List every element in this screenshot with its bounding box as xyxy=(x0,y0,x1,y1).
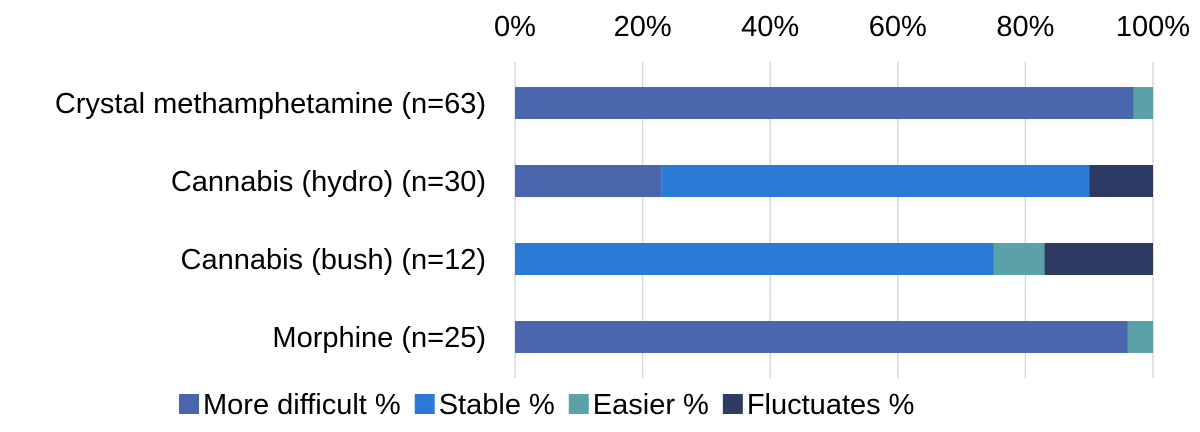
bar-segment xyxy=(515,87,1134,119)
bar-segment xyxy=(515,321,1128,353)
legend: More difficult % Stable % Easier % Fluctuat… xyxy=(179,389,914,421)
bar-segment xyxy=(1133,87,1153,119)
x-tick-label: 40% xyxy=(741,11,799,43)
category-labels: Crystal methamphetamine (n=63) Cannabis (… xyxy=(55,88,486,354)
x-axis-ticks: 0% 20% 40% 60% 80% 100% xyxy=(494,11,1190,43)
x-tick-label: 80% xyxy=(996,11,1054,43)
legend-swatch xyxy=(179,394,199,414)
legend-swatch xyxy=(568,394,589,414)
bars xyxy=(515,87,1153,353)
x-tick-label: 60% xyxy=(869,11,927,43)
x-tick-label: 20% xyxy=(614,11,672,43)
category-label: Crystal methamphetamine (n=63) xyxy=(55,88,486,120)
legend-label: Fluctuates % xyxy=(747,389,915,421)
bar-segment xyxy=(1127,321,1153,353)
category-label: Morphine (n=25) xyxy=(272,322,486,354)
bar-segment xyxy=(661,165,1090,197)
legend-label: More difficult % xyxy=(203,389,401,421)
category-label: Cannabis (bush) (n=12) xyxy=(181,244,486,276)
category-label: Cannabis (hydro) (n=30) xyxy=(171,166,486,198)
x-tick-label: 100% xyxy=(1116,11,1190,43)
bar-segment xyxy=(515,165,662,197)
legend-swatch xyxy=(414,394,435,414)
legend-label: Stable % xyxy=(439,389,555,421)
legend-swatch xyxy=(722,394,743,414)
legend-label: Easier % xyxy=(593,389,709,421)
bar-segment xyxy=(1089,165,1153,197)
bar-segment xyxy=(993,243,1045,275)
x-tick-label: 0% xyxy=(494,11,536,43)
bar-segment xyxy=(1044,243,1153,275)
bar-segment xyxy=(515,243,994,275)
